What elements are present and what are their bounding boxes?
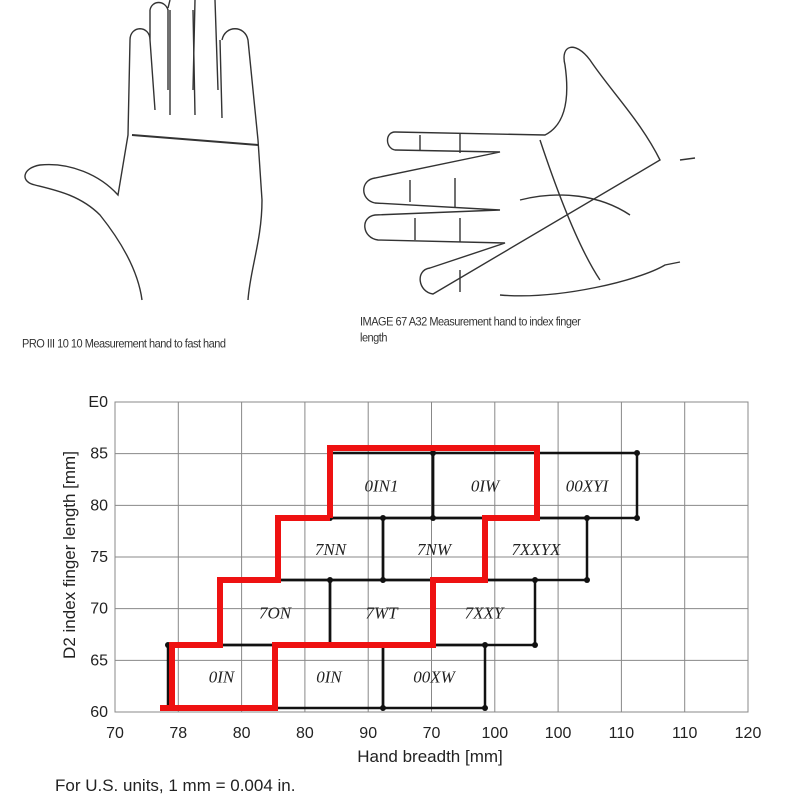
back-of-hand-drawing	[24, 0, 263, 301]
size-cell-label: 7ON	[259, 604, 293, 623]
size-cell-label: 7NN	[315, 540, 348, 559]
corner-dot	[584, 515, 590, 521]
highlight-outline	[169, 445, 540, 711]
size-cell-label: 7XXY	[465, 604, 505, 623]
corner-dot	[430, 515, 436, 521]
corner-dot	[380, 705, 386, 711]
corner-dot	[482, 705, 488, 711]
right-figure-caption-cont: length	[360, 331, 387, 345]
x-tick-label: 110	[609, 725, 635, 742]
x-tick-label: 90	[359, 725, 377, 742]
x-tick-label: 100	[481, 725, 508, 742]
size-cell-label: 00XYI	[566, 477, 610, 496]
size-cell-label: 0IN	[316, 668, 343, 687]
y-tick-label: 75	[90, 549, 108, 566]
right-figure-caption: IMAGE 67 A32 Measurement hand to index f…	[360, 315, 581, 329]
size-cell-label: 7XXYX	[511, 540, 561, 559]
size-cell-label: 00XW	[413, 668, 456, 687]
x-tick-label: 78	[169, 725, 187, 742]
x-tick-label: 120	[735, 725, 762, 742]
corner-dot	[634, 450, 640, 456]
corner-dot	[380, 577, 386, 583]
x-tick-label: 80	[233, 725, 251, 742]
corner-dot	[634, 515, 640, 521]
x-tick-label: 70	[423, 725, 441, 742]
y-tick-label: E0	[88, 394, 108, 411]
x-tick-label: 70	[106, 725, 124, 742]
x-axis-label: Hand breadth [mm]	[357, 747, 503, 766]
palm-drawing	[363, 46, 696, 297]
y-tick-label: 70	[90, 601, 108, 618]
corner-dot	[327, 577, 333, 583]
y-tick-label: 85	[90, 446, 108, 463]
x-tick-label: 80	[296, 725, 314, 742]
corner-dot	[532, 577, 538, 583]
corner-dot	[482, 642, 488, 648]
corner-dot	[584, 577, 590, 583]
corner-dot	[532, 642, 538, 648]
y-tick-label: 80	[90, 497, 108, 514]
size-cell-label: 0IN1	[365, 477, 399, 496]
size-chart: 0IN1 0IW 00XYI 7NN 7NW 7XXYX 7ON 7WT 7XXY 0IN 0IN 0…	[60, 394, 761, 766]
x-tick-label: 100	[545, 725, 572, 742]
size-cell-label: 7NW	[417, 540, 453, 559]
corner-dot	[430, 450, 436, 456]
y-axis-label: D2 index finger length [mm]	[60, 451, 79, 659]
y-tick-label: 60	[90, 704, 108, 721]
left-figure-caption: PRO III 10 10 Measurement hand to fast h…	[22, 337, 226, 351]
size-cell-label: 0IN	[209, 668, 236, 687]
corner-dot	[380, 515, 386, 521]
size-cell-label: 0IW	[471, 477, 501, 496]
size-cell-label: 7WT	[365, 604, 399, 623]
footnote: For U.S. units, 1 mm = 0.004 in.	[55, 776, 296, 795]
x-tick-label: 110	[672, 725, 698, 742]
y-tick-label: 65	[90, 652, 108, 669]
